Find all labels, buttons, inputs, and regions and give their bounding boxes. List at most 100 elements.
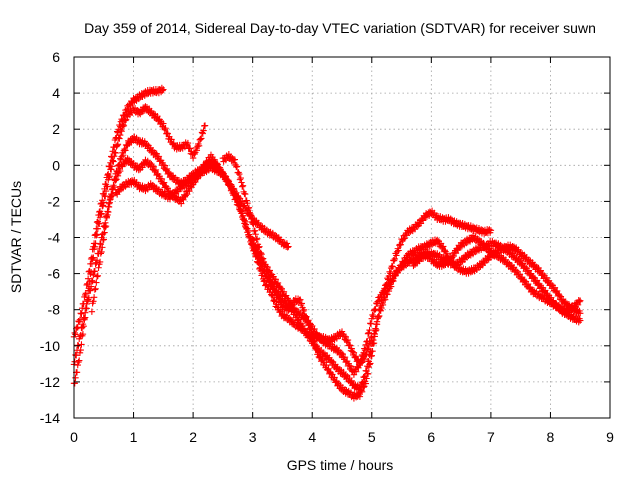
data-point (105, 174, 113, 181)
data-point (265, 279, 273, 286)
data-point (99, 202, 107, 209)
data-point (300, 307, 307, 315)
data-point (360, 349, 367, 357)
data-point (153, 171, 160, 179)
data-point (262, 270, 270, 277)
data-point (94, 225, 102, 232)
data-point (198, 135, 205, 142)
data-point (164, 130, 171, 137)
data-point (367, 348, 374, 356)
data-point (367, 347, 375, 355)
data-point (263, 274, 271, 282)
data-point (259, 262, 266, 269)
data-point (364, 330, 372, 337)
data-point (245, 204, 253, 211)
data-point (277, 284, 284, 291)
data-point (348, 367, 355, 374)
data-point (90, 254, 97, 261)
data-point (203, 157, 210, 165)
data-point (359, 379, 367, 387)
data-point (96, 214, 104, 221)
data-point (355, 361, 363, 369)
data-point (388, 278, 396, 285)
data-point (111, 153, 118, 160)
data-point (238, 179, 245, 186)
data-point (78, 310, 85, 317)
data-point (355, 364, 362, 371)
data-point (363, 350, 370, 358)
data-point (250, 221, 257, 228)
data-point (87, 287, 94, 294)
data-point (344, 336, 352, 344)
data-point (361, 374, 368, 381)
series-track-8 (410, 232, 584, 317)
data-point (309, 337, 317, 345)
data-point (109, 157, 116, 164)
data-point (390, 277, 397, 285)
data-point (193, 147, 201, 154)
data-point (393, 248, 401, 256)
data-point (87, 283, 95, 290)
data-point (258, 261, 265, 268)
data-point (363, 338, 370, 345)
data-point (247, 213, 254, 220)
data-point (235, 202, 242, 209)
data-point (184, 139, 192, 147)
data-point (373, 299, 380, 307)
data-point (191, 176, 198, 184)
data-point (384, 291, 391, 298)
data-point (370, 336, 377, 344)
data-point (291, 311, 299, 318)
data-point (102, 187, 110, 195)
data-point (262, 282, 269, 289)
data-point (274, 279, 282, 287)
data-point (389, 263, 396, 270)
data-point (120, 122, 128, 130)
data-point (369, 339, 376, 347)
data-point (358, 357, 365, 365)
data-point (91, 267, 99, 275)
data-point (533, 277, 541, 284)
data-point (108, 163, 116, 170)
data-point (83, 305, 90, 312)
data-point (227, 153, 235, 161)
data-point (182, 192, 189, 199)
data-point (359, 353, 367, 360)
data-point (98, 210, 105, 217)
data-point (379, 301, 387, 309)
data-point (271, 282, 278, 290)
data-point (348, 345, 355, 352)
data-point (374, 298, 381, 305)
data-point (378, 304, 385, 312)
data-point (162, 125, 169, 132)
series-track-6 (219, 150, 495, 402)
data-point (303, 329, 311, 336)
data-point (73, 369, 81, 376)
data-point (100, 199, 107, 206)
data-point (243, 197, 250, 204)
data-point (249, 219, 256, 227)
data-point (530, 274, 537, 281)
data-point (338, 350, 345, 357)
data-point (346, 342, 354, 349)
data-point (291, 308, 298, 316)
data-point (311, 325, 318, 333)
data-point (233, 163, 241, 170)
data-point (387, 270, 394, 277)
data-point (300, 306, 308, 313)
data-point (254, 248, 262, 255)
data-point (253, 244, 260, 252)
data-point (239, 182, 247, 189)
data-point (237, 174, 244, 182)
data-point (577, 297, 584, 304)
data-point (429, 256, 437, 263)
data-point (280, 288, 288, 295)
data-point (244, 229, 251, 236)
data-point (381, 296, 389, 303)
data-point (341, 353, 349, 361)
data-point (113, 176, 120, 183)
data-point (88, 277, 96, 284)
y-tick-label: 6 (52, 49, 60, 65)
data-point (93, 279, 100, 286)
